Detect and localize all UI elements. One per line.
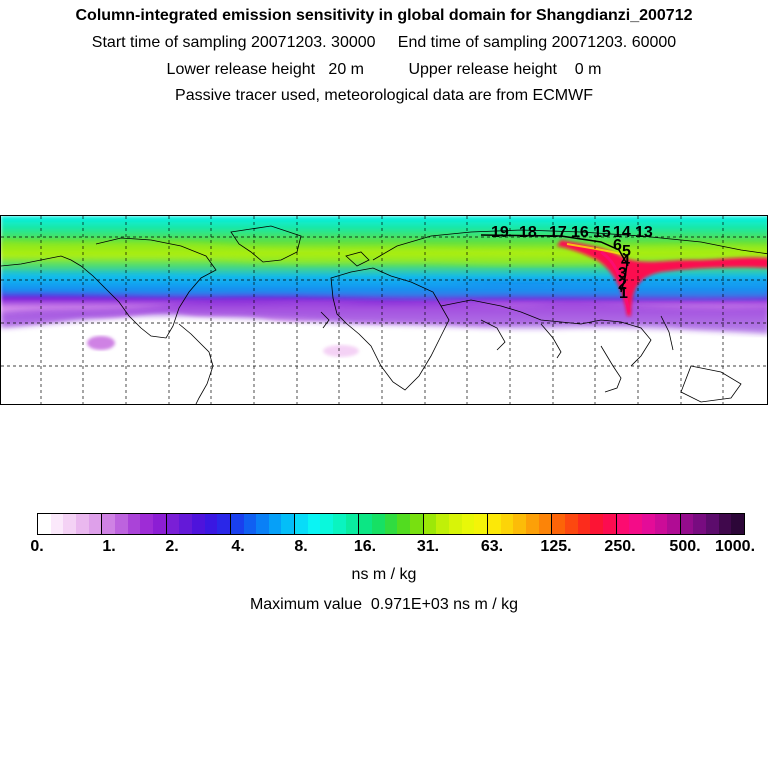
colorbar-segment <box>88 514 103 534</box>
map-canvas: 19 18 17 16 15 14 13 6 5 4 3 2 1 <box>1 216 767 404</box>
footprint-label: 18 <box>519 224 537 241</box>
colorbar-segment <box>667 514 681 534</box>
colorbar-segment <box>474 514 488 534</box>
colorbar-segment <box>629 514 642 534</box>
colorbar-segment <box>372 514 385 534</box>
colorbar-segment <box>333 514 346 534</box>
sampling-time-line: Start time of sampling 20071203. 30000 E… <box>91 34 677 51</box>
colorbar-segment <box>63 514 76 534</box>
colorbar-segment <box>731 514 744 534</box>
colorbar-segment <box>680 514 694 534</box>
trajectory-line <box>480 234 628 293</box>
colorbar-segment <box>487 514 501 534</box>
footprint-label: 14 <box>613 224 631 241</box>
colorbar-segment <box>243 514 257 534</box>
colorbar-segment <box>718 514 732 534</box>
colorbar-segment <box>166 514 180 534</box>
colorbar-segment <box>75 514 89 534</box>
colorbar-segment <box>423 514 437 534</box>
colorbar-tick-label: 16. <box>353 538 377 555</box>
colorbar-segment <box>693 514 707 534</box>
colorbar-segment <box>552 514 565 534</box>
release-height-line: Lower release height 20 m Upper release … <box>166 61 602 78</box>
colorbar-segment <box>256 514 269 534</box>
colorbar-segment <box>436 514 449 534</box>
colorbar <box>37 513 745 535</box>
colorbar-segment <box>384 514 398 534</box>
colorbar-tick-label: 1000. <box>714 538 756 555</box>
colorbar-segment <box>179 514 192 534</box>
colorbar-segment <box>577 514 591 534</box>
tracer-info-line: Passive tracer used, meteorological data… <box>175 87 593 104</box>
colorbar-segment <box>140 514 153 534</box>
footprint-label: 2 <box>618 276 627 293</box>
footprint-label: 4 <box>621 253 630 270</box>
colorbar-segment <box>500 514 514 534</box>
maximum-value-text: Maximum value 0.971E+03 ns m / kg <box>249 596 519 613</box>
footprint-label: 16 <box>571 224 589 241</box>
colorbar-segment <box>320 514 334 534</box>
colorbar-segment <box>706 514 719 534</box>
map-title: Column-integrated emission sensitivity i… <box>75 7 693 24</box>
footprint-label: 5 <box>622 243 631 260</box>
colorbar-tick-label: 2. <box>165 538 179 555</box>
colorbar-tick-label: 31. <box>416 538 440 555</box>
colorbar-segment <box>525 514 539 534</box>
colorbar-segment <box>616 514 630 534</box>
colorbar-segment <box>50 514 64 534</box>
colorbar-tick-label: 63. <box>480 538 504 555</box>
colorbar-segment <box>564 514 578 534</box>
emission-sensitivity-map: 19 18 17 16 15 14 13 6 5 4 3 2 1 <box>0 215 768 405</box>
colorbar-tick-label: 8. <box>294 538 308 555</box>
colorbar-tick-label: 0. <box>30 538 44 555</box>
colorbar-segment <box>307 514 321 534</box>
graticule <box>1 216 767 404</box>
colorbar-segment <box>461 514 475 534</box>
colorbar-tick-label: 250. <box>604 538 636 555</box>
colorbar-segment <box>513 514 526 534</box>
colorbar-segment <box>217 514 231 534</box>
footprint-label: 17 <box>549 224 567 241</box>
colorbar-segment <box>191 514 205 534</box>
colorbar-unit: ns m / kg <box>351 566 417 583</box>
footprint-label: 19 <box>491 224 509 241</box>
colorbar-segment <box>152 514 167 534</box>
colorbar-segment <box>359 514 373 534</box>
footprint-labels: 19 18 17 16 15 14 13 6 5 4 3 2 1 <box>491 224 653 302</box>
colorbar-segment <box>410 514 424 534</box>
footprint-label: 6 <box>613 237 622 254</box>
colorbar-segment <box>230 514 244 534</box>
colorbar-segment <box>268 514 282 534</box>
colorbar-segment <box>538 514 553 534</box>
colorbar-segment <box>102 514 115 534</box>
colorbar-segment <box>449 514 462 534</box>
footprint-label: 1 <box>619 285 628 302</box>
colorbar-segment <box>114 514 128 534</box>
colorbar-tick-label: 4. <box>231 538 245 555</box>
colorbar-segment <box>590 514 603 534</box>
colorbar-segment <box>38 514 51 534</box>
colorbar-segment <box>281 514 296 534</box>
colorbar-segment <box>345 514 360 534</box>
colorbar-segment <box>397 514 411 534</box>
colorbar-segment <box>641 514 655 534</box>
colorbar-segment <box>602 514 617 534</box>
footprint-label: 3 <box>618 265 627 282</box>
colorbar-tick-label: 1. <box>102 538 116 555</box>
sensitivity-field <box>1 216 767 357</box>
colorbar-tick-label: 500. <box>669 538 701 555</box>
footprint-label: 15 <box>593 224 611 241</box>
colorbar-segment <box>654 514 668 534</box>
colorbar-tick-label: 125. <box>540 538 572 555</box>
colorbar-segment <box>295 514 308 534</box>
footprint-label: 13 <box>635 224 653 241</box>
colorbar-segment <box>127 514 141 534</box>
colorbar-segment <box>204 514 218 534</box>
